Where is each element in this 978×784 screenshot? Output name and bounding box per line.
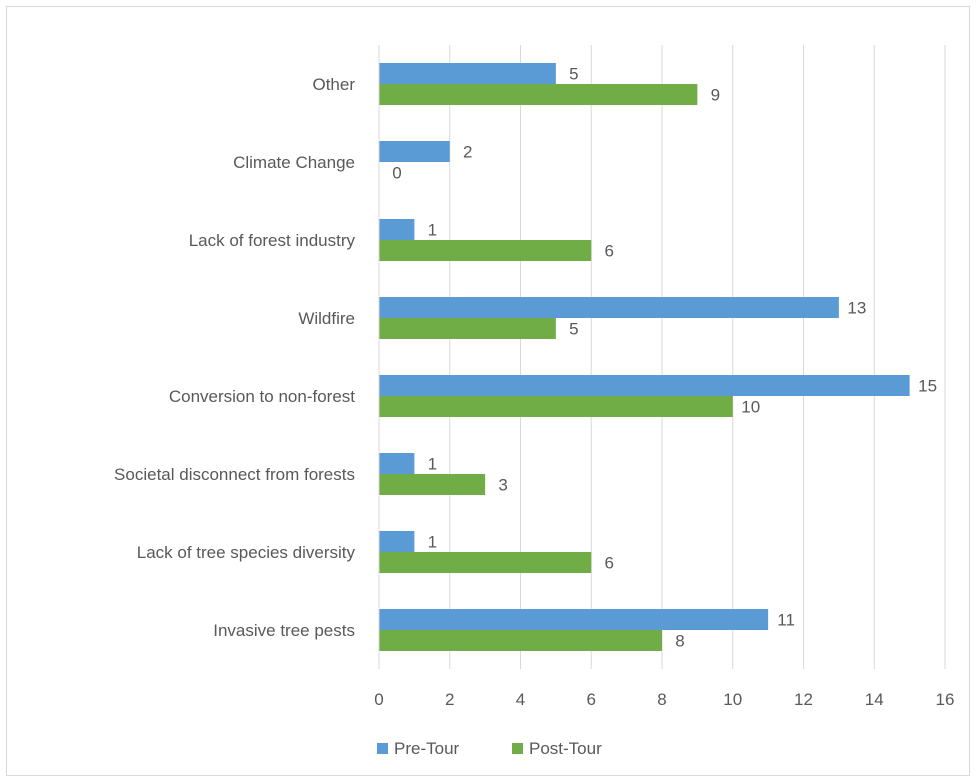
x-tick-label-6: 6 <box>587 690 596 709</box>
bar-pre-tour-wildfire <box>379 297 839 318</box>
bar-pre-tour-climate-change <box>379 141 450 162</box>
legend-swatch-post-tour <box>512 743 523 754</box>
value-label-pre-tour-invasive-tree-pests: 11 <box>777 611 795 630</box>
value-label-post-tour-invasive-tree-pests: 8 <box>675 632 684 651</box>
category-label-societal-disconnect-from-forests: Societal disconnect from forests <box>114 465 355 484</box>
legend-label-post-tour: Post-Tour <box>529 739 602 758</box>
bar-post-tour-other <box>379 84 698 105</box>
bar-post-tour-societal-disconnect-from-forests <box>379 474 486 495</box>
legend: Pre-Tour Post-Tour <box>377 739 602 758</box>
x-tick-label-4: 4 <box>516 690 525 709</box>
value-label-pre-tour-societal-disconnect-from-forests: 1 <box>428 455 437 474</box>
category-label-lack-of-forest-industry: Lack of forest industry <box>189 231 356 250</box>
value-label-post-tour-other: 9 <box>711 86 720 105</box>
category-label-lack-of-tree-species-diversity: Lack of tree species diversity <box>137 543 356 562</box>
x-tick-label-10: 10 <box>723 690 742 709</box>
value-label-pre-tour-lack-of-forest-industry: 1 <box>428 221 437 240</box>
gridlines <box>449 45 946 669</box>
bar-pre-tour-societal-disconnect-from-forests <box>379 453 415 474</box>
value-label-pre-tour-other: 5 <box>569 65 578 84</box>
value-label-post-tour-lack-of-tree-species-diversity: 6 <box>605 554 614 573</box>
value-label-post-tour-societal-disconnect-from-forests: 3 <box>498 476 507 495</box>
x-tick-label-12: 12 <box>794 690 813 709</box>
category-label-climate-change: Climate Change <box>233 153 355 172</box>
bar-post-tour-lack-of-forest-industry <box>379 240 592 261</box>
legend-label-pre-tour: Pre-Tour <box>394 739 460 758</box>
category-label-wildfire: Wildfire <box>298 309 355 328</box>
x-tick-label-16: 16 <box>936 690 955 709</box>
value-label-post-tour-lack-of-forest-industry: 6 <box>605 242 614 261</box>
value-label-pre-tour-wildfire: 13 <box>847 299 866 318</box>
bar-post-tour-conversion-to-non-forest <box>379 396 733 417</box>
bar-pre-tour-other <box>379 63 556 84</box>
x-tick-label-14: 14 <box>865 690 884 709</box>
bar-pre-tour-conversion-to-non-forest <box>379 375 910 396</box>
bar-pre-tour-invasive-tree-pests <box>379 609 769 630</box>
bar-pre-tour-lack-of-forest-industry <box>379 219 415 240</box>
bar-post-tour-wildfire <box>379 318 556 339</box>
x-tick-label-2: 2 <box>445 690 454 709</box>
value-label-post-tour-climate-change: 0 <box>392 164 401 183</box>
category-label-invasive-tree-pests: Invasive tree pests <box>213 621 355 640</box>
value-label-post-tour-conversion-to-non-forest: 10 <box>741 398 760 417</box>
value-label-post-tour-wildfire: 5 <box>569 320 578 339</box>
chart-frame: 5 9 2 0 1 6 13 5 15 10 1 3 1 6 11 8 Other Climate Change… <box>6 6 970 776</box>
x-tick-label-0: 0 <box>374 690 383 709</box>
category-labels: Other Climate Change Lack of forest indust… <box>114 75 355 640</box>
legend-swatch-pre-tour <box>377 743 388 754</box>
bar-post-tour-lack-of-tree-species-diversity <box>379 552 592 573</box>
value-label-pre-tour-conversion-to-non-forest: 15 <box>918 377 937 396</box>
bar-post-tour-invasive-tree-pests <box>379 630 662 651</box>
x-axis-tick-labels: 0 2 4 6 8 10 12 14 16 <box>374 690 954 709</box>
bars <box>379 63 910 651</box>
bar-pre-tour-lack-of-tree-species-diversity <box>379 531 415 552</box>
category-label-other: Other <box>312 75 355 94</box>
value-label-pre-tour-lack-of-tree-species-diversity: 1 <box>428 533 437 552</box>
value-label-pre-tour-climate-change: 2 <box>463 143 472 162</box>
x-tick-label-8: 8 <box>657 690 666 709</box>
category-label-conversion-to-non-forest: Conversion to non-forest <box>169 387 355 406</box>
